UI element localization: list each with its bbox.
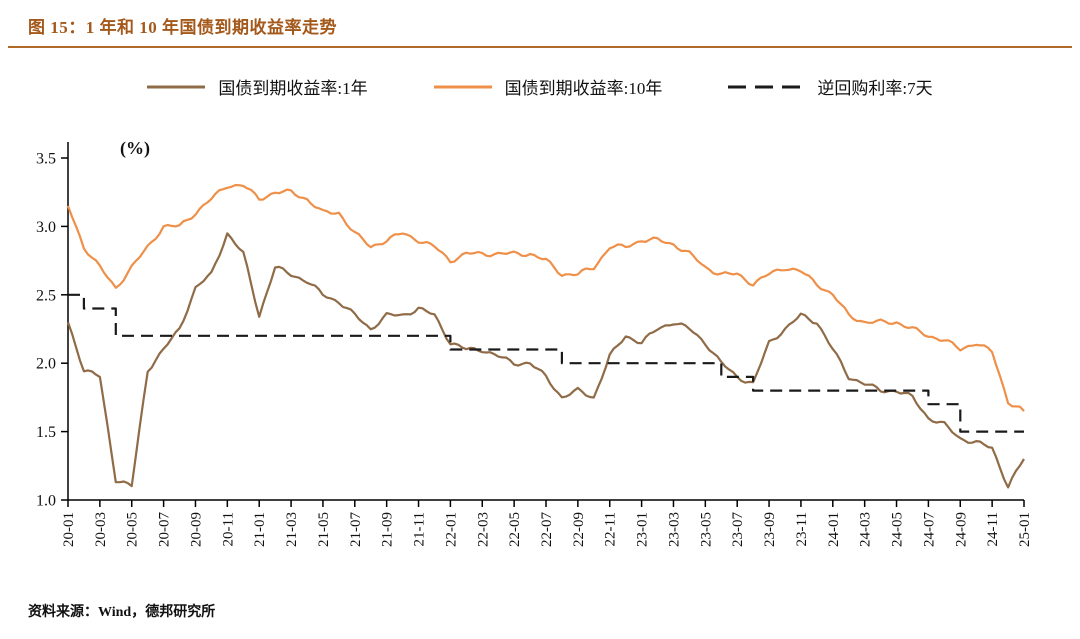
legend-label-repo: 逆回购利率:7天 (817, 79, 933, 98)
svg-text:22-07: 22-07 (539, 512, 555, 547)
svg-text:24-03: 24-03 (858, 512, 874, 547)
svg-text:23-03: 23-03 (666, 512, 682, 547)
legend-label-10y: 国债到期收益率:10年 (504, 79, 663, 98)
svg-text:(%): (%) (120, 138, 150, 159)
svg-text:1.5: 1.5 (36, 424, 56, 441)
svg-text:20-11: 20-11 (220, 512, 236, 546)
svg-text:20-07: 20-07 (157, 512, 173, 547)
line-chart: 1.0 1.5 2.0 2.5 3.0 3.5 20-01 20-03 20-05 20-07 20… (36, 138, 1033, 547)
svg-text:24-09: 24-09 (953, 512, 969, 547)
svg-text:21-05: 21-05 (316, 512, 332, 547)
svg-text:22-01: 22-01 (443, 512, 459, 547)
legend-line-1y-icon (147, 85, 206, 88)
svg-text:23-09: 23-09 (762, 512, 778, 547)
svg-text:21-01: 21-01 (252, 512, 268, 547)
svg-text:22-03: 22-03 (475, 512, 491, 547)
legend-item-1y: 国债到期收益率:1年 (147, 74, 368, 99)
svg-text:20-01: 20-01 (61, 512, 77, 547)
svg-text:21-11: 21-11 (412, 512, 428, 546)
svg-text:1.0: 1.0 (36, 493, 56, 510)
svg-text:3.0: 3.0 (36, 219, 56, 236)
svg-text:24-01: 24-01 (826, 512, 842, 547)
svg-text:24-07: 24-07 (921, 512, 937, 547)
legend-label-1y: 国债到期收益率:1年 (218, 79, 368, 98)
svg-text:2.5: 2.5 (36, 287, 56, 304)
legend-line-repo-icon (728, 85, 805, 88)
svg-text:21-09: 21-09 (380, 512, 396, 547)
svg-text:20-03: 20-03 (93, 512, 109, 547)
chart-legend: 国债到期收益率:1年 国债到期收益率:10年 逆回购利率:7天 (0, 74, 1080, 99)
svg-text:23-11: 23-11 (794, 512, 810, 546)
legend-line-10y-icon (433, 85, 492, 88)
svg-text:20-05: 20-05 (125, 512, 141, 547)
title-divider (8, 46, 1072, 48)
legend-item-10y: 国债到期收益率:10年 (433, 74, 663, 99)
svg-text:22-11: 22-11 (603, 512, 619, 546)
svg-text:21-03: 21-03 (284, 512, 300, 547)
svg-text:2.0: 2.0 (36, 356, 56, 373)
svg-text:22-05: 22-05 (507, 512, 523, 547)
svg-text:24-11: 24-11 (985, 512, 1001, 546)
source-note: 资料来源：Wind，德邦研究所 (28, 605, 216, 620)
svg-text:20-09: 20-09 (188, 512, 204, 547)
legend-item-repo: 逆回购利率:7天 (728, 74, 933, 99)
svg-text:22-09: 22-09 (571, 512, 587, 547)
svg-text:23-01: 23-01 (635, 512, 651, 547)
svg-text:3.5: 3.5 (36, 151, 56, 168)
svg-text:23-05: 23-05 (698, 512, 714, 547)
figure-title: 图 15：1 年和 10 年国债到期收益率走势 (28, 18, 337, 37)
svg-text:23-07: 23-07 (730, 512, 746, 547)
svg-text:24-05: 24-05 (890, 512, 906, 547)
svg-text:21-07: 21-07 (348, 512, 364, 547)
svg-text:25-01: 25-01 (1017, 512, 1033, 547)
